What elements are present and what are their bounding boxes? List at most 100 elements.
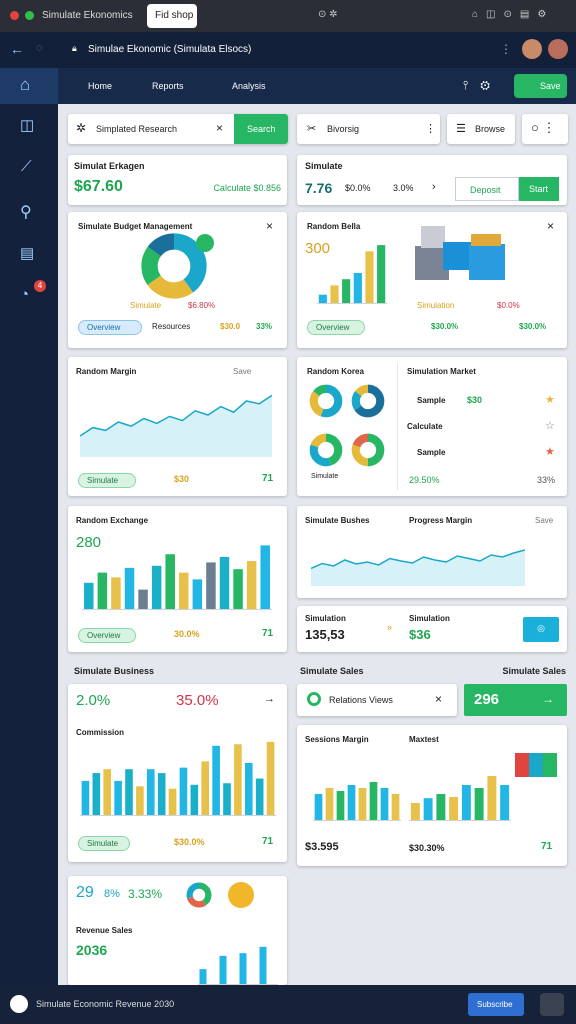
nav-item[interactable]: Analysis (232, 81, 266, 91)
market-row[interactable]: Calculate (407, 422, 443, 431)
divider (397, 363, 398, 490)
max-dot[interactable] (25, 11, 34, 20)
coin-icon (228, 882, 254, 908)
relations-box[interactable]: Relations Views × (297, 684, 457, 716)
filter-box[interactable]: ✂ Bivorsig ⋮ (297, 114, 440, 144)
summary-card: Simulat Erkagen $67.60 Calculate $0.856 (68, 155, 287, 205)
budget-card: Simulate Budget Management × Simulate $6… (68, 212, 287, 348)
close-dot[interactable] (10, 11, 19, 20)
footer-text: Simulate Economic Revenue 2030 (36, 999, 175, 1009)
nav-item[interactable]: Reports (152, 81, 184, 91)
bar (125, 769, 133, 816)
option-box[interactable]: ○ ⋮ (522, 114, 568, 144)
bar (223, 783, 231, 816)
kpi-value: 8% (104, 888, 120, 900)
action-button[interactable]: ◎ (523, 617, 559, 642)
footer-circle[interactable] (540, 993, 564, 1016)
arrow-icon: → (542, 692, 554, 706)
close-icon[interactable]: × (266, 219, 274, 233)
avatar[interactable] (548, 39, 568, 59)
bar (423, 798, 433, 821)
card-title: Simulation Market (407, 367, 476, 376)
deposit-button[interactable]: Deposit (455, 177, 519, 201)
card-title: Random Korea (307, 367, 364, 376)
bar (233, 569, 243, 610)
pill[interactable]: Overview (78, 320, 142, 335)
star-icon[interactable]: ★ (545, 394, 555, 406)
bar (255, 778, 264, 816)
search-input[interactable]: Simplated Research (96, 124, 178, 134)
bar (259, 946, 267, 985)
card-action[interactable]: Save (233, 367, 252, 376)
star-icon[interactable]: ★ (545, 446, 555, 458)
tab[interactable]: Simulate Ekonomics (42, 10, 133, 21)
back-icon[interactable]: ← (10, 41, 24, 57)
kpi-value: 3.0% (393, 183, 414, 193)
market-row[interactable]: Sample (417, 396, 446, 405)
card-subtitle: Progress Margin (409, 516, 473, 525)
clear-icon[interactable]: × (216, 121, 224, 135)
sidebar-icon[interactable]: ◔ (20, 286, 30, 303)
card-title: Simulat Erkagen (74, 161, 145, 171)
close-icon[interactable]: × (435, 692, 443, 706)
footer-value: 29.50% (409, 475, 440, 485)
relations-value-box[interactable]: 296 → (464, 684, 567, 716)
bar (97, 572, 108, 610)
pill[interactable]: Simulate (78, 836, 130, 851)
tab-icons[interactable]: ⊙ ✲ (318, 9, 338, 20)
toolbar-icons[interactable]: ⌂◫⊙▤⚙ (472, 9, 555, 20)
url[interactable]: Simulae Ekonomic (Simulata Elsocs) (88, 44, 252, 55)
chart-canvas (309, 433, 343, 467)
close-icon[interactable]: × (547, 219, 555, 233)
browser-bar: Simulate Ekonomics Fid shop ⊙ ✲ ⌂◫⊙▤⚙ (0, 0, 576, 32)
card-title: Simulation (305, 614, 346, 623)
bar (314, 794, 323, 821)
sidebar-icon[interactable]: ⟋ (21, 158, 32, 175)
bar (318, 294, 327, 304)
bar (336, 791, 345, 821)
pill[interactable]: Simulate (78, 473, 136, 488)
bar (114, 780, 122, 816)
start-button[interactable]: Start (519, 177, 559, 201)
market-value: $30 (467, 395, 483, 405)
menu-icon[interactable]: ⋮ (500, 42, 512, 56)
avatar[interactable] (522, 39, 542, 59)
bar-chart (313, 761, 401, 821)
footer-value: $3.595 (305, 841, 339, 853)
more-icon[interactable]: ⋮ (425, 123, 436, 135)
search-button[interactable]: Search (234, 114, 288, 144)
sidebar-active[interactable]: ⌂ (0, 68, 58, 104)
progress-card: Simulate Bushes Progress Margin Save (297, 506, 567, 598)
bar (342, 279, 351, 304)
kpi-value: 280 (76, 534, 102, 551)
card-title: Random Bella (307, 222, 361, 231)
arrow-icon[interactable]: → (264, 693, 275, 705)
sidebar-icon[interactable]: ▤ (20, 245, 35, 262)
tab[interactable]: Fid shop (147, 4, 197, 28)
sidebar-icon[interactable]: ◫ (20, 117, 35, 134)
business-card: 2.0% 35.0% → Commission Simulate $30.0% … (68, 684, 287, 862)
relations-icon (307, 692, 321, 706)
view-box[interactable]: ☰ Browse (447, 114, 515, 144)
donut-segment (141, 233, 207, 299)
refresh-icon[interactable]: ◌ (36, 42, 43, 54)
kpi-change: Calculate $0.856 (213, 183, 281, 193)
user-icon[interactable] (10, 995, 28, 1013)
card-action[interactable]: Save (535, 516, 554, 525)
market-row[interactable]: Sample (417, 448, 446, 457)
donut-chart (351, 433, 385, 467)
nav-item[interactable]: Home (88, 81, 113, 91)
star-icon[interactable]: ☆ (545, 420, 555, 432)
chart-canvas (198, 942, 278, 985)
nav-button[interactable]: Save (514, 74, 567, 98)
bar (325, 788, 334, 821)
bar (260, 545, 270, 610)
search-box[interactable]: ✲ Simplated Research × Search (68, 114, 288, 144)
kpi-value: 300 (305, 240, 331, 257)
pill[interactable]: Overview (307, 320, 365, 335)
sidebar-icon[interactable]: ⚲ (20, 204, 32, 221)
footer-button[interactable]: Subscribe (468, 993, 524, 1016)
pill[interactable]: Overview (78, 628, 136, 643)
nav-icons[interactable]: ⫯⚙ (463, 78, 502, 92)
